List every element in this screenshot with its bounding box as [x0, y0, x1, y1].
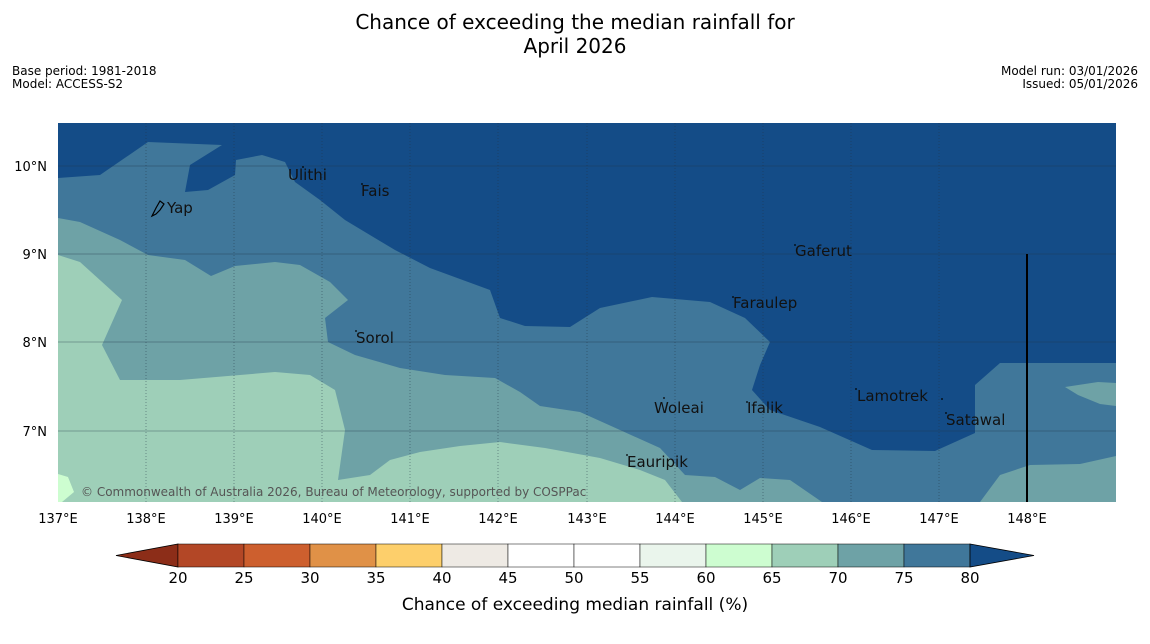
place-ulithi: Ulithi — [288, 166, 327, 184]
colorbar-arrow-low — [115, 543, 179, 568]
zone-70-75-east — [980, 456, 1116, 502]
island-dot-west-fayu — [941, 398, 943, 400]
island-dot-woleai — [663, 397, 665, 399]
colorbar-segment-55-60 — [639, 543, 707, 568]
colorbar-tick-20: 20 — [168, 569, 187, 587]
place-lamotrek: Lamotrek — [857, 387, 928, 405]
place-woleai: Woleai — [654, 399, 704, 417]
island-dot-eauripik — [626, 454, 628, 456]
zone-65-70 — [58, 255, 682, 502]
lat-label-10n: 10°N — [14, 160, 47, 175]
colorbar-segment-30-35 — [309, 543, 377, 568]
lat-label-7n: 7°N — [23, 425, 48, 440]
colorbar-tick-80: 80 — [960, 569, 979, 587]
place-ifalik: Ifalik — [747, 399, 783, 417]
longitude-labels: 137°E 138°E 139°E 140°E 141°E 142°E 143°… — [38, 512, 1047, 527]
place-yap: Yap — [166, 199, 193, 217]
lon-label-145e: 145°E — [743, 512, 783, 527]
lon-label-138e: 138°E — [126, 512, 166, 527]
colorbar-tick-65: 65 — [762, 569, 781, 587]
place-gaferut: Gaferut — [795, 242, 852, 260]
colorbar — [115, 543, 1035, 568]
lon-label-143e: 143°E — [567, 512, 607, 527]
place-labels: Yap Ulithi Fais Gaferut Faraulep Sorol W… — [166, 166, 1005, 471]
copyright-notice: © Commonwealth of Australia 2026, Bureau… — [81, 485, 586, 499]
longitude-gridlines — [145, 123, 940, 502]
island-dot-faraulep — [732, 296, 734, 298]
colorbar-label: Chance of exceeding median rainfall (%) — [402, 595, 748, 615]
meta-left: Base period: 1981-2018 Model: ACCESS-S2 — [12, 65, 157, 91]
place-eauripik: Eauripik — [627, 453, 688, 471]
colorbar-segment-35-40 — [375, 543, 443, 568]
colorbar-segment-25-30 — [243, 543, 311, 568]
place-sorol: Sorol — [356, 329, 394, 347]
lon-label-141e: 141°E — [390, 512, 430, 527]
colorbar-segment-60-65 — [705, 543, 773, 568]
colorbar-tick-45: 45 — [498, 569, 517, 587]
colorbar-tick-50: 50 — [564, 569, 583, 587]
chart-title-line2: April 2026 — [523, 34, 627, 58]
island-dot-ifalik — [746, 401, 748, 403]
colorbar-segment-65-70 — [771, 543, 839, 568]
model-run: Model run: 03/01/2026 — [1000, 64, 1138, 78]
base-period: Base period: 1981-2018 — [12, 64, 157, 78]
colorbar-tick-25: 25 — [234, 569, 253, 587]
lat-label-8n: 8°N — [23, 336, 48, 351]
island-dot-ulithi — [302, 166, 304, 168]
colorbar-tick-35: 35 — [366, 569, 385, 587]
lon-label-137e: 137°E — [38, 512, 78, 527]
colorbar-segment-50-55 — [573, 543, 641, 568]
island-dot-fais — [361, 183, 363, 185]
lon-label-148e: 148°E — [1007, 512, 1047, 527]
colorbar-tick-75: 75 — [894, 569, 913, 587]
lat-label-9n: 9°N — [23, 248, 48, 263]
yap-island-outline — [150, 200, 165, 218]
issued-date: Issued: 05/01/2026 — [1022, 77, 1138, 91]
zone-60-65 — [58, 474, 74, 502]
chart-title-line1: Chance of exceeding the median rainfall … — [355, 10, 795, 34]
meta-right: Model run: 03/01/2026 Issued: 05/01/2026 — [1001, 65, 1138, 91]
colorbar-tick-60: 60 — [696, 569, 715, 587]
place-fais: Fais — [361, 182, 390, 200]
colorbar-segment-40-45 — [441, 543, 509, 568]
island-dot-satawal — [945, 412, 947, 414]
colorbar-ticks: 20 25 30 35 40 45 50 55 60 65 70 75 80 — [168, 569, 979, 587]
colorbar-segment-75-80 — [903, 543, 971, 568]
latitude-gridlines — [58, 165, 1116, 432]
island-dot-gaferut — [794, 244, 796, 246]
latitude-labels: 10°N 9°N 8°N 7°N — [14, 160, 47, 440]
model-name: Model: ACCESS-S2 — [12, 77, 124, 91]
colorbar-segment-70-75 — [837, 543, 905, 568]
island-markers — [302, 166, 947, 456]
colorbar-segment-45-50 — [507, 543, 575, 568]
lon-label-144e: 144°E — [655, 512, 695, 527]
island-dot-sorol — [355, 330, 357, 332]
zone-70-75-patch — [1065, 382, 1116, 406]
map-area: Yap Ulithi Fais Gaferut Faraulep Sorol W… — [58, 123, 1116, 502]
colorbar-tick-70: 70 — [828, 569, 847, 587]
lon-label-142e: 142°E — [478, 512, 518, 527]
colorbar-tick-55: 55 — [630, 569, 649, 587]
place-satawal: Satawal — [946, 411, 1005, 429]
lon-label-146e: 146°E — [831, 512, 871, 527]
colorbar-tick-40: 40 — [432, 569, 451, 587]
lon-label-140e: 140°E — [302, 512, 342, 527]
colorbar-arrow-high — [969, 543, 1035, 568]
lon-label-139e: 139°E — [214, 512, 254, 527]
colorbar-tick-30: 30 — [300, 569, 319, 587]
lon-label-147e: 147°E — [919, 512, 959, 527]
colorbar-segment-20-25 — [177, 543, 245, 568]
place-faraulep: Faraulep — [733, 294, 797, 312]
island-dot-lamotrek — [855, 388, 857, 390]
